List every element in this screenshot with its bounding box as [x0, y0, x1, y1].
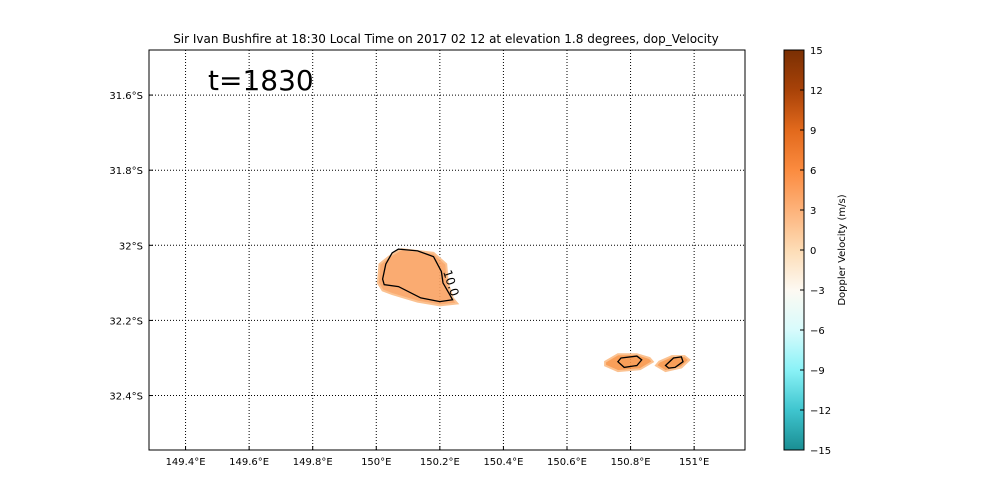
colorbar-tick-label: 15	[810, 46, 823, 57]
y-tick-label: 31.6°S	[109, 91, 143, 102]
y-tick-label: 32.2°S	[109, 316, 143, 327]
colorbar-tick-label: −6	[810, 326, 825, 337]
plot-frame	[148, 49, 746, 451]
velocity-contour	[664, 356, 684, 369]
colorbar-tick-label: −9	[810, 366, 825, 377]
x-tick-label: 149.6°E	[229, 457, 269, 468]
colorbar-tick-label: −12	[810, 406, 831, 417]
x-tick-label: 150.4°E	[483, 457, 523, 468]
y-tick-label: 32°S	[119, 241, 143, 252]
gridlines	[149, 50, 745, 450]
plot-area	[149, 50, 745, 450]
chart-title: Sir Ivan Bushfire at 18:30 Local Time on…	[173, 32, 719, 46]
velocity-patch	[654, 355, 691, 373]
colorbar-tick-label: 3	[810, 206, 816, 217]
velocity-regions: 10.0	[376, 248, 691, 373]
x-axis-ticks: 149.4°E 149.6°E 149.8°E 150°E 150.2°E 150.4°E…	[166, 446, 709, 468]
y-axis-ticks: 31.6°S 31.8°S 32°S 32.2°S 32.4°S	[109, 91, 153, 403]
x-tick-label: 149.4°E	[166, 457, 206, 468]
colorbar-ticks: 15 12 9 6 3 0 −3 −6 −9 −12 −15	[800, 46, 831, 457]
velocity-contour	[616, 355, 643, 369]
colorbar-tick-label: −3	[810, 286, 825, 297]
colorbar-label: Doppler Velocity (m/s)	[837, 194, 848, 305]
x-tick-label: 150.6°E	[547, 457, 587, 468]
colorbar-tick-label: 12	[810, 86, 823, 97]
colorbar-tick-label: 6	[810, 166, 816, 177]
colorbar-tick-label: −15	[810, 446, 831, 457]
y-tick-label: 32.4°S	[109, 392, 143, 403]
x-tick-label: 150.2°E	[420, 457, 460, 468]
x-tick-label: 149.8°E	[293, 457, 333, 468]
x-tick-label: 151°E	[679, 457, 709, 468]
colorbar-tick-label: 0	[810, 246, 816, 257]
colorbar-tick-label: 9	[810, 126, 816, 137]
velocity-contour	[381, 248, 454, 303]
time-annotation: t=1830	[208, 64, 314, 97]
x-tick-label: 150°E	[361, 457, 391, 468]
x-tick-label: 150.8°E	[611, 457, 651, 468]
y-tick-label: 31.8°S	[109, 166, 143, 177]
